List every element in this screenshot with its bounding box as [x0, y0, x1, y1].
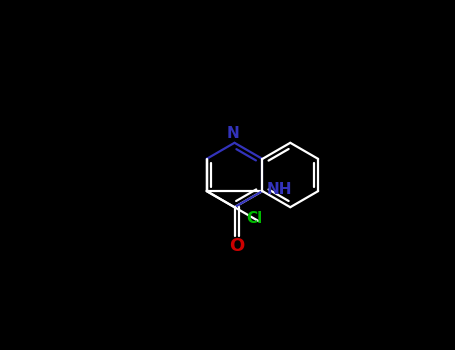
- Text: Cl: Cl: [247, 211, 263, 226]
- Text: O: O: [228, 237, 244, 255]
- Text: NH: NH: [267, 182, 292, 197]
- Text: N: N: [227, 126, 239, 140]
